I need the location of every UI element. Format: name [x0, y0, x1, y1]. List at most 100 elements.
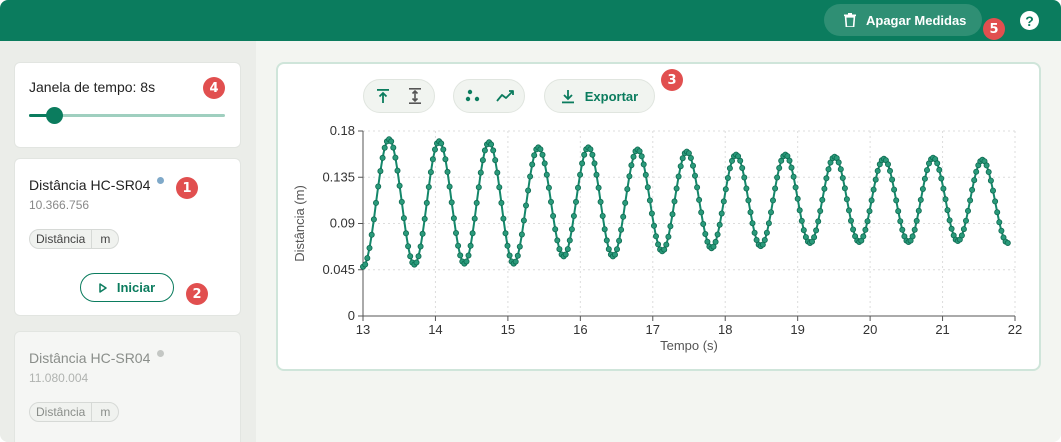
- data-point: [958, 232, 965, 239]
- data-point: [940, 185, 947, 192]
- data-point: [671, 198, 678, 205]
- data-point: [425, 184, 432, 191]
- data-point: [874, 167, 881, 174]
- data-point: [767, 209, 774, 216]
- data-point: [790, 173, 797, 180]
- sensor-title: Distância HC-SR04: [29, 177, 165, 193]
- sensor-status-dot: [157, 350, 165, 357]
- data-point: [850, 226, 857, 233]
- data-point: [872, 176, 879, 183]
- data-point: [506, 252, 513, 259]
- data-point: [765, 220, 772, 227]
- data-point: [547, 198, 554, 205]
- sensor-card-inactive[interactable]: Distância HC-SR04 11.080.004 Distância m: [14, 331, 241, 442]
- data-point: [992, 198, 999, 205]
- data-point: [739, 165, 746, 172]
- data-point: [987, 177, 994, 184]
- data-point: [527, 173, 534, 180]
- data-point: [971, 177, 978, 184]
- data-point: [644, 184, 651, 191]
- x-tick-label: 22: [1008, 322, 1022, 337]
- data-point: [677, 163, 684, 170]
- data-point: [917, 196, 924, 203]
- data-point: [613, 246, 620, 253]
- data-point: [998, 227, 1005, 234]
- data-point: [864, 218, 871, 225]
- y-tick-label: 0.09: [330, 216, 355, 231]
- data-point: [815, 218, 822, 225]
- data-point: [749, 220, 756, 227]
- data-point: [722, 186, 729, 193]
- data-point: [716, 221, 723, 228]
- data-point: [899, 226, 906, 233]
- data-point: [471, 215, 478, 222]
- data-point: [638, 153, 645, 160]
- data-point: [895, 208, 902, 215]
- data-point: [921, 175, 928, 182]
- data-point: [492, 157, 499, 164]
- data-point: [398, 198, 405, 205]
- data-point: [938, 175, 945, 182]
- align-top-icon[interactable]: [373, 86, 393, 106]
- data-point: [751, 229, 758, 236]
- data-point: [392, 154, 399, 161]
- x-tick-label: 19: [790, 322, 804, 337]
- data-point: [700, 220, 707, 227]
- data-point: [620, 213, 627, 220]
- x-tick-label: 20: [863, 322, 877, 337]
- data-point: [498, 199, 505, 206]
- slider-thumb[interactable]: [46, 107, 64, 124]
- data-point: [772, 185, 779, 192]
- data-point: [796, 207, 803, 214]
- fit-vertical-icon[interactable]: [405, 86, 425, 106]
- data-point: [370, 216, 377, 223]
- data-point: [457, 252, 464, 259]
- start-button[interactable]: Iniciar: [80, 273, 174, 302]
- data-point: [490, 147, 497, 154]
- data-point: [948, 225, 955, 232]
- data-point: [413, 259, 420, 266]
- time-window-slider[interactable]: [29, 107, 225, 124]
- step-badge-5: 5: [983, 18, 1005, 40]
- y-axis-title: Distância (m): [292, 185, 307, 262]
- data-point: [403, 230, 410, 237]
- x-axis-title: Tempo (s): [660, 338, 718, 353]
- data-point: [379, 154, 386, 161]
- time-window-card: Janela de tempo: 8s 4: [14, 62, 241, 148]
- data-point: [819, 196, 826, 203]
- data-point: [813, 227, 820, 234]
- data-point: [405, 243, 412, 250]
- unit-label: m: [91, 230, 118, 248]
- step-badge-3: 3: [661, 69, 683, 91]
- data-point: [837, 166, 844, 173]
- chart-panel: Exportar 3 13 14 15 16 17 18 19 20 21 22 0 0.045 0.0…: [276, 62, 1041, 371]
- data-point: [763, 229, 770, 236]
- data-point: [603, 237, 610, 244]
- data-point: [597, 198, 604, 205]
- data-point: [516, 243, 523, 250]
- data-point: [514, 252, 521, 259]
- export-button[interactable]: Exportar: [544, 79, 655, 113]
- data-point: [465, 252, 472, 259]
- data-point: [537, 146, 544, 153]
- data-point: [450, 215, 457, 222]
- scatter-icon[interactable]: [463, 86, 483, 106]
- data-point: [502, 230, 509, 237]
- sensor-id: 10.366.756: [29, 198, 90, 212]
- clear-measurements-button[interactable]: Apagar Medidas: [824, 4, 982, 36]
- line-icon[interactable]: [495, 86, 515, 106]
- data-point: [488, 141, 495, 148]
- data-point: [924, 167, 931, 174]
- data-point: [568, 226, 575, 233]
- export-label: Exportar: [584, 88, 639, 104]
- data-point: [562, 251, 569, 258]
- data-point: [500, 215, 507, 222]
- help-icon[interactable]: ?: [1020, 11, 1039, 30]
- data-point: [390, 144, 397, 151]
- data-point: [673, 185, 680, 192]
- x-tick-label: 17: [646, 322, 660, 337]
- data-point: [655, 241, 662, 248]
- data-point: [698, 209, 705, 216]
- data-point: [909, 233, 916, 240]
- data-point: [595, 184, 602, 191]
